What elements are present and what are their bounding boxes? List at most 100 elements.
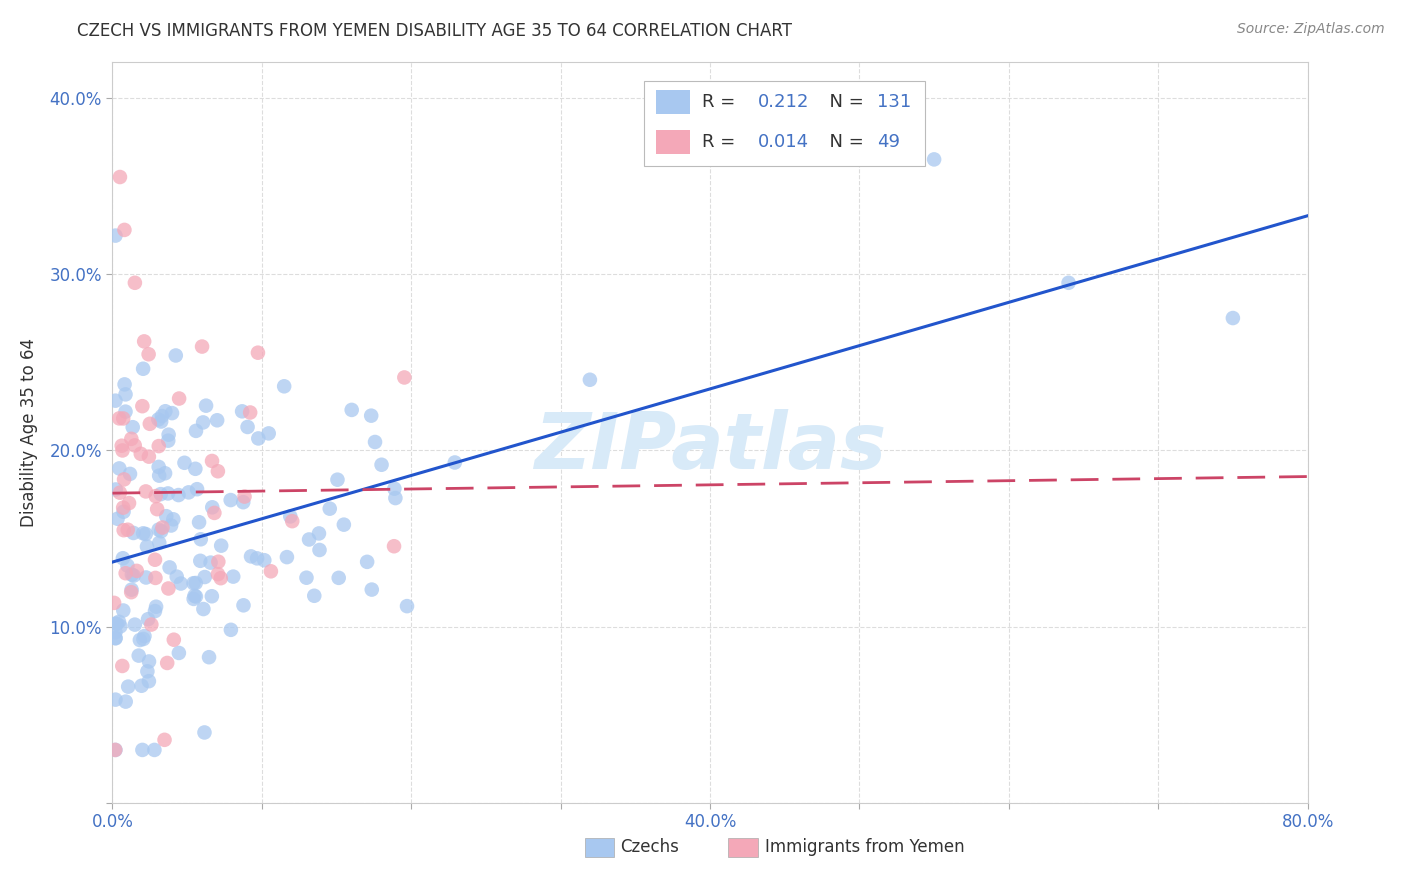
Point — [162, 512, 184, 526]
Point — [124, 276, 146, 290]
Point — [145, 571, 167, 585]
Point — [276, 550, 298, 565]
Point — [183, 576, 205, 591]
Point — [222, 569, 245, 583]
Point — [394, 370, 416, 384]
Point — [157, 582, 180, 596]
Point — [340, 403, 363, 417]
Point — [111, 439, 134, 453]
Point — [177, 485, 200, 500]
Point — [384, 482, 406, 496]
Point — [112, 505, 135, 519]
Text: 49: 49 — [877, 133, 900, 151]
Point — [159, 560, 181, 574]
Text: ZIPatlas: ZIPatlas — [534, 409, 886, 485]
Point — [124, 617, 146, 632]
Point — [104, 692, 127, 706]
Point — [198, 650, 221, 665]
Point — [120, 432, 142, 446]
Point — [104, 632, 127, 646]
Point — [183, 589, 205, 603]
Point — [124, 438, 146, 452]
Point — [138, 655, 160, 669]
Point — [156, 486, 179, 500]
Point — [257, 426, 280, 441]
Point — [150, 409, 173, 423]
Point — [108, 461, 131, 475]
Text: Source: ZipAtlas.com: Source: ZipAtlas.com — [1237, 22, 1385, 37]
Point — [202, 506, 225, 520]
Point — [156, 656, 179, 670]
Point — [135, 527, 157, 541]
Point — [209, 571, 232, 585]
Point — [328, 571, 350, 585]
Point — [104, 393, 127, 408]
Point — [104, 743, 127, 757]
Point — [145, 599, 167, 614]
Point — [141, 617, 163, 632]
Text: R =: R = — [702, 133, 741, 151]
Text: 0.014: 0.014 — [758, 133, 808, 151]
Point — [114, 404, 136, 418]
Point — [153, 732, 176, 747]
Point — [132, 526, 155, 541]
Text: Czechs: Czechs — [620, 838, 679, 856]
Point — [148, 412, 170, 426]
Point — [112, 603, 135, 617]
Point — [184, 590, 207, 604]
Point — [200, 556, 222, 570]
Point — [111, 659, 134, 673]
Point — [246, 345, 269, 359]
Point — [118, 496, 141, 510]
Point — [110, 619, 132, 633]
Point — [114, 223, 135, 237]
Point — [184, 462, 207, 476]
Point — [108, 411, 131, 425]
Point — [370, 458, 392, 472]
Point — [121, 582, 143, 597]
Point — [360, 409, 382, 423]
Point — [207, 555, 229, 569]
Point — [219, 623, 242, 637]
Point — [308, 543, 330, 558]
Point — [139, 417, 162, 431]
Text: CZECH VS IMMIGRANTS FROM YEMEN DISABILITY AGE 35 TO 64 CORRELATION CHART: CZECH VS IMMIGRANTS FROM YEMEN DISABILIT… — [77, 22, 793, 40]
Point — [188, 515, 211, 529]
Point — [134, 334, 156, 349]
Point — [112, 411, 135, 425]
Point — [364, 435, 387, 450]
Point — [295, 571, 318, 585]
Point — [108, 169, 131, 184]
Point — [148, 468, 170, 483]
Point — [186, 482, 208, 496]
Point — [395, 599, 418, 614]
Point — [117, 523, 139, 537]
Point — [384, 491, 406, 505]
Point — [157, 434, 180, 448]
Point — [579, 373, 602, 387]
Point — [132, 632, 155, 646]
FancyBboxPatch shape — [585, 838, 614, 857]
Point — [105, 616, 128, 631]
Text: Immigrants from Yemen: Immigrants from Yemen — [765, 838, 965, 856]
Point — [333, 517, 356, 532]
Point — [195, 399, 218, 413]
Point — [146, 502, 169, 516]
Point — [155, 509, 177, 524]
Point — [104, 228, 127, 243]
Point — [239, 405, 262, 419]
Point — [131, 679, 153, 693]
Point — [183, 591, 205, 606]
Point — [201, 589, 224, 603]
Point — [129, 447, 152, 461]
FancyBboxPatch shape — [657, 130, 690, 153]
Text: N =: N = — [818, 93, 869, 111]
Point — [135, 570, 157, 584]
Point — [104, 743, 127, 757]
Point — [111, 551, 134, 566]
Point — [150, 524, 173, 539]
Point — [233, 490, 256, 504]
Point — [443, 455, 465, 469]
Point — [114, 695, 136, 709]
Point — [1057, 276, 1080, 290]
